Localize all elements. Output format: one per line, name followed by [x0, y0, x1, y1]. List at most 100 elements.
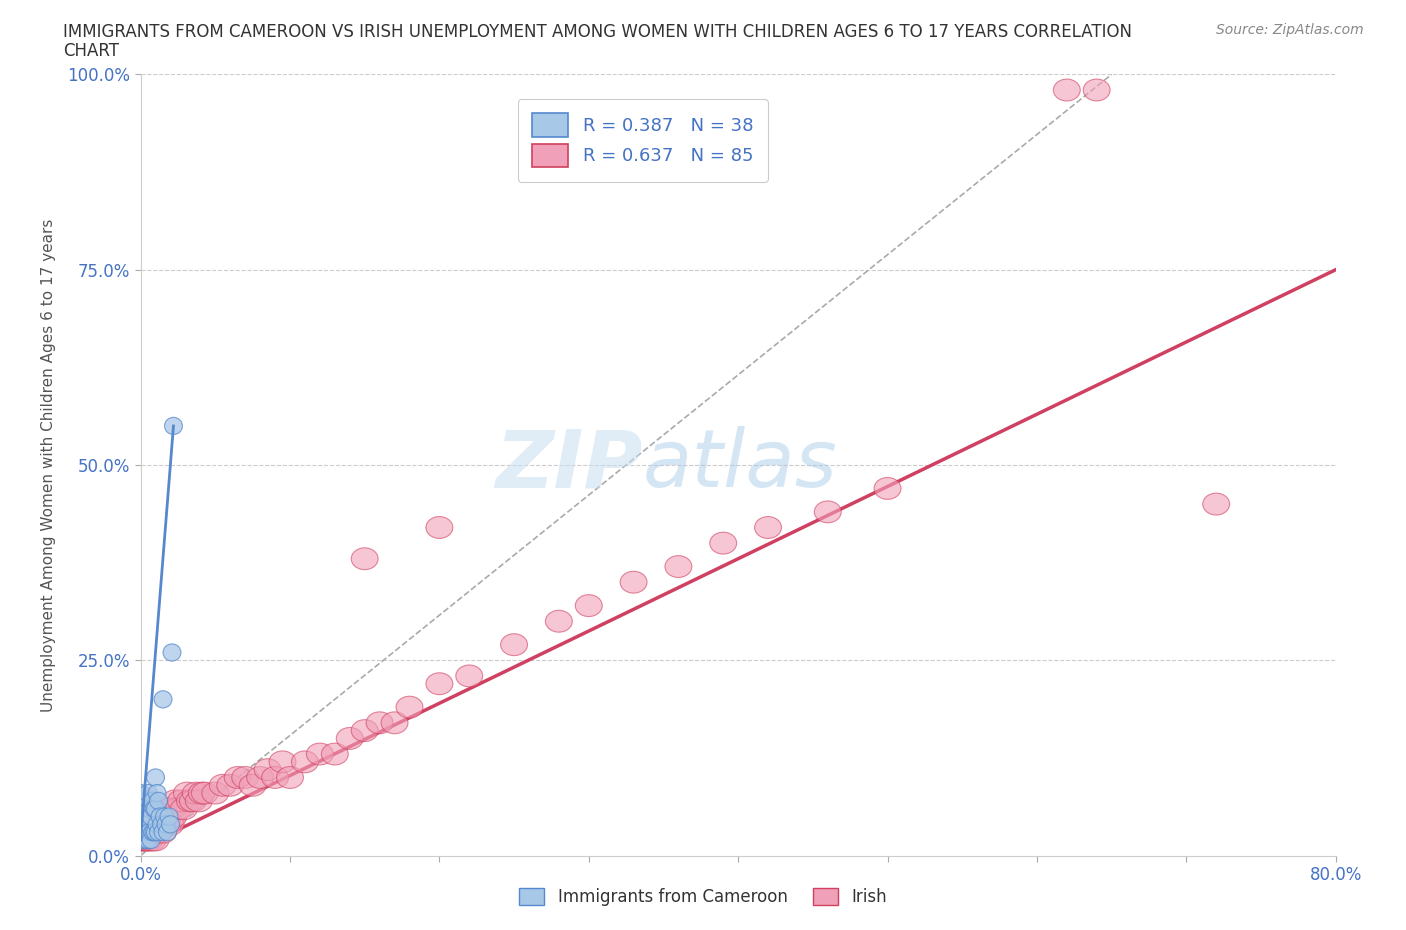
Ellipse shape — [139, 805, 166, 828]
Ellipse shape — [145, 814, 172, 835]
Legend: R = 0.387   N = 38, R = 0.637   N = 85: R = 0.387 N = 38, R = 0.637 N = 85 — [517, 100, 768, 181]
Ellipse shape — [1053, 79, 1080, 101]
Ellipse shape — [188, 782, 215, 804]
Ellipse shape — [142, 829, 169, 851]
Ellipse shape — [254, 759, 281, 780]
Ellipse shape — [156, 808, 173, 825]
Ellipse shape — [755, 516, 782, 538]
Ellipse shape — [134, 829, 160, 851]
Ellipse shape — [132, 831, 149, 848]
Ellipse shape — [546, 610, 572, 632]
Ellipse shape — [262, 766, 288, 789]
Ellipse shape — [157, 814, 184, 835]
Ellipse shape — [142, 805, 169, 828]
Ellipse shape — [307, 743, 333, 765]
Ellipse shape — [146, 805, 173, 828]
Text: atlas: atlas — [643, 426, 838, 504]
Legend: Immigrants from Cameroon, Irish: Immigrants from Cameroon, Irish — [513, 881, 893, 912]
Ellipse shape — [153, 805, 180, 828]
Ellipse shape — [167, 790, 194, 812]
Ellipse shape — [177, 790, 204, 812]
Text: ZIP: ZIP — [495, 426, 643, 504]
Ellipse shape — [143, 821, 170, 844]
Ellipse shape — [132, 805, 159, 828]
Ellipse shape — [135, 814, 162, 835]
Ellipse shape — [575, 594, 602, 617]
Ellipse shape — [191, 782, 218, 804]
Ellipse shape — [163, 644, 181, 661]
Ellipse shape — [352, 720, 378, 741]
Ellipse shape — [165, 418, 183, 434]
Ellipse shape — [336, 727, 363, 750]
Ellipse shape — [170, 798, 197, 819]
Ellipse shape — [141, 800, 159, 817]
Ellipse shape — [366, 711, 394, 734]
Ellipse shape — [149, 824, 167, 841]
Ellipse shape — [159, 824, 177, 841]
Ellipse shape — [426, 516, 453, 538]
Ellipse shape — [150, 814, 179, 835]
Ellipse shape — [381, 711, 408, 734]
Ellipse shape — [135, 790, 162, 812]
Ellipse shape — [155, 691, 172, 708]
Ellipse shape — [131, 805, 157, 828]
Text: Source: ZipAtlas.com: Source: ZipAtlas.com — [1216, 23, 1364, 37]
Ellipse shape — [145, 824, 163, 841]
Ellipse shape — [127, 814, 155, 835]
Ellipse shape — [1083, 79, 1111, 101]
Ellipse shape — [291, 751, 318, 773]
Ellipse shape — [183, 782, 209, 804]
Ellipse shape — [217, 775, 243, 796]
Ellipse shape — [138, 821, 165, 844]
Ellipse shape — [143, 824, 162, 841]
Ellipse shape — [162, 816, 180, 833]
Ellipse shape — [127, 829, 155, 851]
Ellipse shape — [156, 798, 183, 819]
Ellipse shape — [136, 829, 163, 851]
Ellipse shape — [322, 743, 349, 765]
Text: CHART: CHART — [63, 42, 120, 60]
Ellipse shape — [136, 808, 155, 825]
Ellipse shape — [138, 824, 156, 841]
Ellipse shape — [710, 532, 737, 554]
Ellipse shape — [142, 831, 160, 848]
Ellipse shape — [1202, 493, 1230, 515]
Ellipse shape — [143, 792, 162, 809]
Ellipse shape — [269, 751, 297, 773]
Ellipse shape — [146, 769, 165, 786]
Ellipse shape — [239, 775, 266, 796]
Ellipse shape — [141, 824, 159, 841]
Ellipse shape — [157, 816, 174, 833]
Ellipse shape — [135, 829, 162, 851]
Ellipse shape — [139, 831, 157, 848]
Ellipse shape — [209, 775, 236, 796]
Ellipse shape — [665, 555, 692, 578]
Ellipse shape — [875, 477, 901, 499]
Ellipse shape — [277, 766, 304, 789]
Ellipse shape — [132, 808, 149, 825]
Ellipse shape — [246, 766, 274, 789]
Ellipse shape — [134, 790, 160, 812]
Ellipse shape — [159, 798, 186, 819]
Ellipse shape — [149, 792, 167, 809]
Ellipse shape — [152, 816, 170, 833]
Ellipse shape — [456, 665, 482, 687]
Ellipse shape — [139, 785, 157, 802]
Ellipse shape — [232, 766, 259, 789]
Ellipse shape — [146, 800, 165, 817]
Ellipse shape — [141, 798, 167, 819]
Ellipse shape — [129, 829, 156, 851]
Ellipse shape — [149, 798, 177, 819]
Ellipse shape — [129, 805, 156, 828]
Ellipse shape — [162, 790, 188, 812]
Ellipse shape — [132, 829, 159, 851]
Ellipse shape — [180, 790, 207, 812]
Ellipse shape — [149, 821, 177, 844]
Ellipse shape — [143, 798, 170, 819]
Ellipse shape — [155, 814, 181, 835]
Ellipse shape — [138, 792, 156, 809]
Ellipse shape — [145, 800, 163, 817]
Ellipse shape — [141, 821, 167, 844]
Ellipse shape — [186, 790, 212, 812]
Ellipse shape — [136, 805, 163, 828]
